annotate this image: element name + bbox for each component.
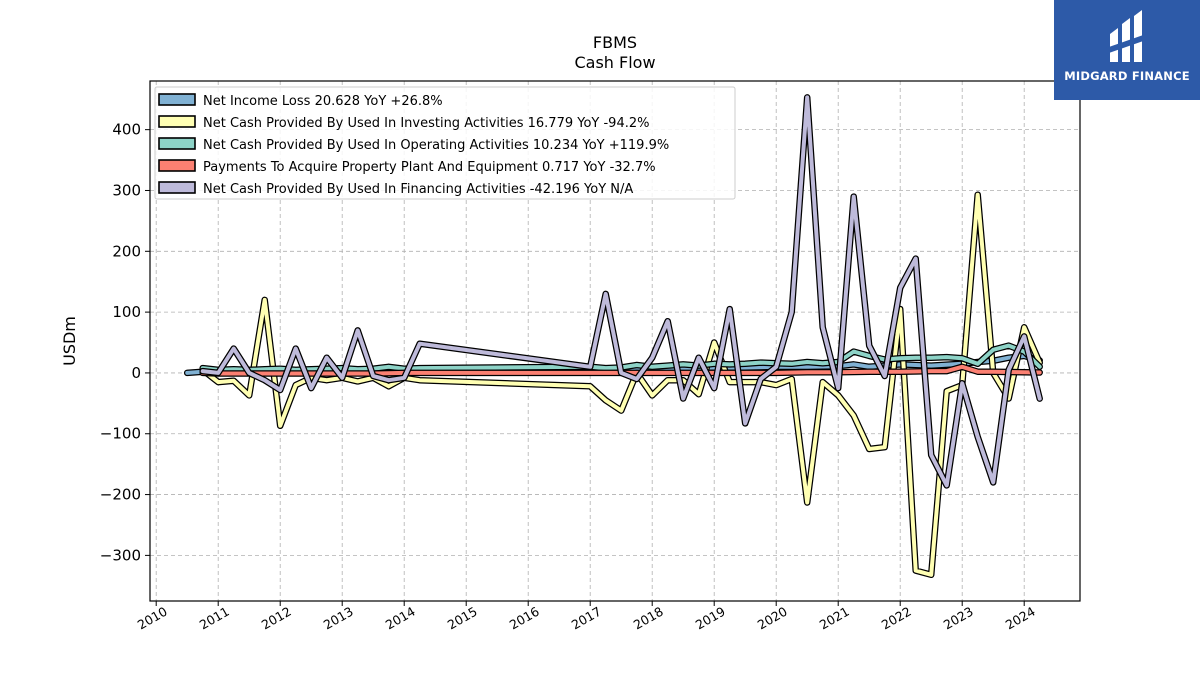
series-line-fill xyxy=(200,95,1042,488)
series-line xyxy=(199,94,1043,489)
y-tick-label: 200 xyxy=(112,242,141,260)
brand-logo: MIDGARD FINANCE xyxy=(1054,0,1200,100)
legend: Net Income Loss 20.628 YoY +26.8% Net Cas… xyxy=(154,86,736,200)
y-tick-label: −100 xyxy=(100,425,141,443)
legend-label: Net Income Loss 20.628 YoY +26.8% xyxy=(203,94,443,109)
y-tick-label: 400 xyxy=(112,121,141,139)
legend-label: Net Cash Provided By Used In Financing A… xyxy=(203,182,633,197)
legend-label: Payments To Acquire Property Plant And E… xyxy=(203,160,656,175)
y-tick-label: 100 xyxy=(112,303,141,321)
y-tick-label: 300 xyxy=(112,181,141,199)
legend-label: Net Cash Provided By Used In Operating A… xyxy=(203,138,669,153)
legend-swatch xyxy=(158,93,196,106)
midgard-logo-icon xyxy=(1106,10,1146,62)
y-tick-label: 0 xyxy=(131,364,141,382)
y-tick-label: −300 xyxy=(100,546,141,564)
chart-subtitle: Cash Flow xyxy=(574,53,655,72)
legend-box xyxy=(154,86,736,200)
legend-swatch xyxy=(158,137,196,150)
brand-name: MIDGARD FINANCE xyxy=(1064,69,1190,83)
y-axis: −300 −200 −100 0 100 200 300 400 xyxy=(100,121,150,564)
legend-swatch xyxy=(158,159,196,172)
chart-title: FBMS xyxy=(593,33,637,52)
y-axis-label: USDm xyxy=(60,316,79,366)
y-tick-label: −200 xyxy=(100,486,141,504)
plot-frame xyxy=(149,80,1081,602)
legend-swatch xyxy=(158,181,196,194)
legend-label: Net Cash Provided By Used In Investing A… xyxy=(203,116,649,131)
series-group xyxy=(183,94,1043,579)
legend-swatch xyxy=(158,115,196,128)
